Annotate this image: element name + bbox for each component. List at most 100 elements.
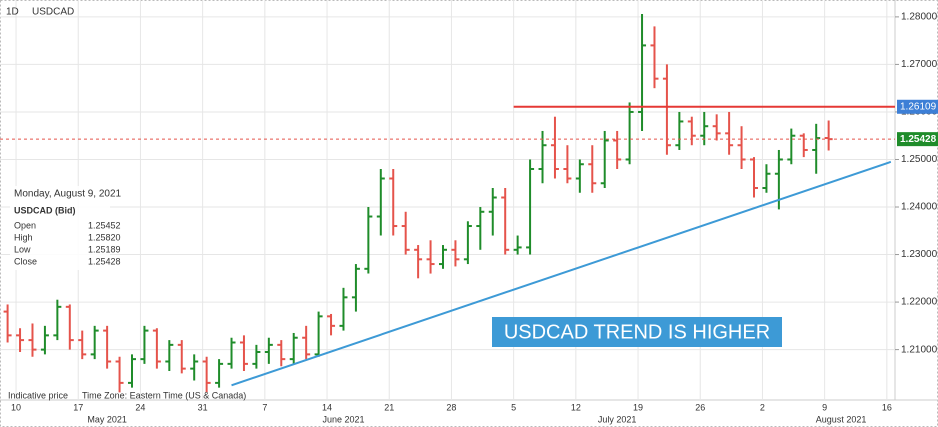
ohlc-bar	[712, 114, 721, 141]
info-value: 1.25428	[88, 256, 121, 266]
last-price-box	[897, 132, 938, 147]
ohlc-bar	[202, 356, 211, 393]
ohlc-bar	[687, 116, 696, 146]
ohlc-bar	[625, 102, 634, 165]
x-tick-label: 2	[760, 402, 765, 412]
info-value: 1.25452	[88, 220, 121, 230]
ohlc-bar	[339, 287, 348, 331]
x-tick-label: 5	[511, 402, 516, 412]
ohlc-bar	[28, 323, 37, 357]
ohlc-bar	[650, 26, 659, 89]
ohlc-bar	[799, 133, 808, 158]
ohlc-bar	[787, 128, 796, 165]
ohlc-bar	[662, 64, 671, 155]
footnote: Indicative price	[8, 390, 68, 400]
info-field: Low	[14, 244, 31, 254]
month-label: August 2021	[816, 414, 867, 424]
x-tick-label: 28	[446, 402, 456, 412]
y-tick-label: 1.25000	[901, 154, 938, 165]
ohlc-bar	[600, 130, 609, 189]
ohlc-bar	[190, 354, 199, 381]
ohlc-bar	[177, 340, 186, 374]
ohlc-bar	[488, 188, 497, 236]
ohlc-bar	[389, 168, 398, 236]
info-field: Close	[14, 256, 37, 266]
x-tick-label: 12	[571, 402, 581, 412]
ohlc-bar	[53, 299, 62, 341]
ohlc-bar	[227, 337, 236, 369]
ohlc-bar	[414, 245, 423, 279]
ohlc-bar	[613, 130, 622, 169]
ohlc-bar	[239, 335, 248, 372]
y-tick-label: 1.21000	[901, 344, 938, 355]
ohlc-bar	[252, 344, 261, 369]
ohlc-bar	[638, 14, 647, 131]
ohlc-bar	[737, 126, 746, 169]
month-label: May 2021	[87, 414, 127, 424]
ohlc-bar	[501, 188, 510, 255]
ohlc-bar	[115, 356, 124, 393]
y-tick-label: 1.22000	[901, 297, 938, 308]
info-value: 1.25820	[88, 232, 121, 242]
ohlc-bar	[314, 311, 323, 357]
ohlc-bar	[439, 245, 447, 269]
ohlc-bar	[700, 111, 709, 146]
ohlc-bar	[103, 325, 112, 369]
ohlc-bar	[264, 337, 273, 364]
ohlc-bar	[215, 359, 224, 388]
ohlc-bar	[463, 221, 472, 265]
y-tick-label: 1.27000	[901, 59, 938, 70]
ohlc-bar	[152, 328, 161, 369]
ohlc-bar	[78, 330, 87, 360]
annotation: USDCAD TREND IS HIGHER	[504, 321, 770, 343]
info-date: Monday, August 9, 2021	[14, 189, 122, 200]
resistance-label: 1.26109	[900, 101, 937, 112]
ohlc-bar	[725, 111, 734, 155]
resistance-box	[897, 99, 938, 114]
month-label: June 2021	[322, 414, 364, 424]
x-tick-label: 17	[73, 402, 83, 412]
ohlc-bar	[140, 325, 149, 364]
x-tick-label: 16	[882, 402, 892, 412]
x-tick-label: 9	[822, 402, 827, 412]
y-tick-label: 1.24000	[901, 202, 938, 213]
timeframe: 1D	[6, 7, 19, 18]
x-tick-label: 10	[11, 402, 21, 412]
ohlc-bar	[90, 325, 99, 360]
info-value: 1.25189	[88, 244, 121, 254]
x-tick-label: 31	[198, 402, 208, 412]
info-field: Open	[14, 220, 36, 230]
x-tick-label: 24	[135, 402, 145, 412]
x-tick-label: 14	[322, 402, 332, 412]
ohlc-bar	[513, 235, 522, 255]
plot	[3, 14, 833, 393]
x-tick-label: 19	[633, 402, 643, 412]
chart-title: USDCAD	[32, 7, 74, 18]
ohlc-bar	[588, 145, 597, 193]
y-tick-label: 1.23000	[901, 249, 938, 260]
ohlc-bar	[401, 211, 410, 255]
ohlc-bar	[451, 240, 460, 267]
annotation-box	[492, 317, 782, 347]
ohlc-bar	[351, 264, 360, 312]
ohlc-bar	[165, 340, 174, 372]
ohlc-bar	[812, 123, 821, 174]
ohlc-bar	[526, 159, 535, 255]
ohlc-bar	[550, 116, 559, 179]
timezone: Time Zone: Eastern Time (US & Canada)	[82, 390, 246, 400]
ohlc-bar	[538, 130, 547, 184]
ohlc-bar	[302, 325, 311, 360]
info-box	[10, 186, 110, 270]
ohlc-bar	[364, 207, 373, 274]
x-tick-label: 26	[695, 402, 705, 412]
ohlc-bar	[762, 164, 771, 193]
ohlc-bar	[289, 332, 298, 364]
ohlc-bar	[563, 145, 572, 184]
ohlc-bar	[128, 354, 136, 388]
month-label: July 2021	[598, 414, 637, 424]
ohlc-bar	[40, 325, 49, 355]
ohlc-bar	[277, 340, 286, 367]
info-instrument: USDCAD (Bid)	[14, 205, 76, 215]
